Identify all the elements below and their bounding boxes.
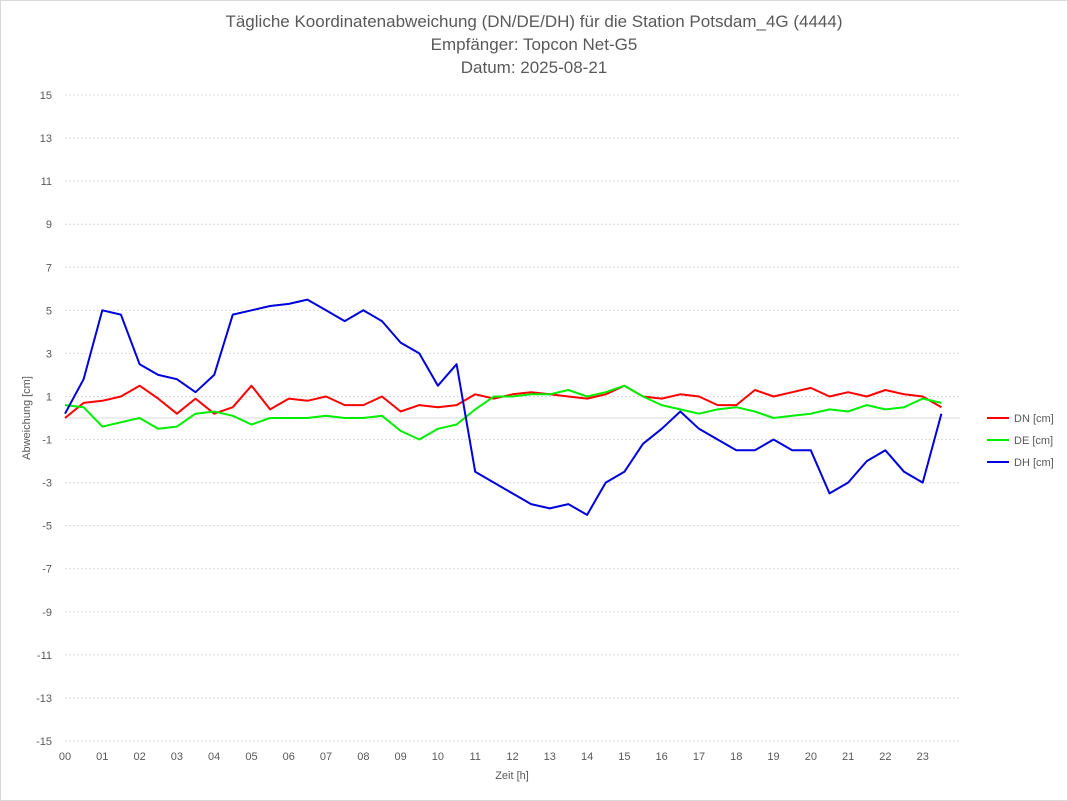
x-tick-label: 17 (693, 751, 705, 763)
x-tick-label: 03 (171, 751, 183, 763)
y-tick-label: -7 (42, 564, 52, 576)
y-tick-label: -15 (36, 736, 52, 748)
x-tick-label: 02 (133, 751, 145, 763)
y-tick-label: -5 (42, 521, 52, 533)
legend-label-dn: DN [cm] (1014, 413, 1054, 425)
y-tick-label: -9 (42, 607, 52, 619)
legend: DN [cm] DE [cm] DH [cm] (987, 413, 1054, 469)
series-line-dh (64, 298, 943, 516)
x-tick-label: 20 (805, 751, 817, 763)
x-tick-label: 13 (544, 751, 556, 763)
grid-layer (65, 94, 960, 742)
y-tick-label: -1 (42, 435, 52, 447)
x-tick-labels: 00 01 02 03 04 05 06 07 08 09 10 11 12 13 14 15 16 17 18 19… (59, 751, 929, 763)
x-tick-label: 10 (432, 751, 444, 763)
x-tick-label: 21 (842, 751, 854, 763)
x-axis-label: Zeit [h] (495, 770, 529, 782)
y-tick-label: 3 (46, 348, 52, 360)
chart-subtitle-date: Datum: 2025-08-21 (460, 58, 608, 77)
x-tick-label: 06 (283, 751, 295, 763)
y-tick-label: 9 (46, 219, 52, 231)
y-tick-label: 11 (41, 176, 52, 188)
x-tick-label: 14 (581, 751, 593, 763)
chart-title: Tägliche Koordinatenabweichung (DN/DE/DH… (225, 12, 843, 31)
y-tick-label: 15 (40, 90, 52, 102)
chart-subtitle-receiver: Empfänger: Topcon Net-G5 (430, 35, 638, 54)
y-tick-label: 13 (40, 133, 52, 145)
y-tick-label: -3 (42, 478, 52, 490)
y-axis-label: Abweichung [cm] (21, 376, 33, 460)
series-layer (64, 298, 943, 516)
x-tick-label: 08 (357, 751, 369, 763)
legend-label-de: DE [cm] (1014, 435, 1053, 447)
y-tick-label: -13 (36, 693, 52, 705)
x-tick-label: 05 (245, 751, 257, 763)
y-tick-label: 1 (46, 391, 52, 403)
x-tick-label: 07 (320, 751, 332, 763)
x-tick-label: 09 (395, 751, 407, 763)
x-tick-label: 23 (917, 751, 929, 763)
series-line-de (64, 384, 942, 441)
x-tick-label: 18 (730, 751, 742, 763)
x-tick-label: 00 (59, 751, 71, 763)
y-tick-label: -11 (37, 650, 52, 662)
x-tick-label: 01 (96, 751, 108, 763)
x-tick-label: 04 (208, 751, 220, 763)
x-tick-label: 16 (656, 751, 668, 763)
y-tick-label: 7 (46, 262, 52, 274)
x-tick-label: 12 (506, 751, 518, 763)
x-tick-label: 15 (618, 751, 630, 763)
x-tick-label: 22 (879, 751, 891, 763)
legend-label-dh: DH [cm] (1014, 457, 1054, 469)
x-tick-label: 11 (469, 751, 480, 763)
y-tick-labels: 15 13 11 9 7 5 3 1 -1 -3 -5 -7 -9 -11 -13 -15 (36, 90, 52, 748)
y-tick-label: 5 (46, 305, 52, 317)
x-tick-label: 19 (767, 751, 779, 763)
